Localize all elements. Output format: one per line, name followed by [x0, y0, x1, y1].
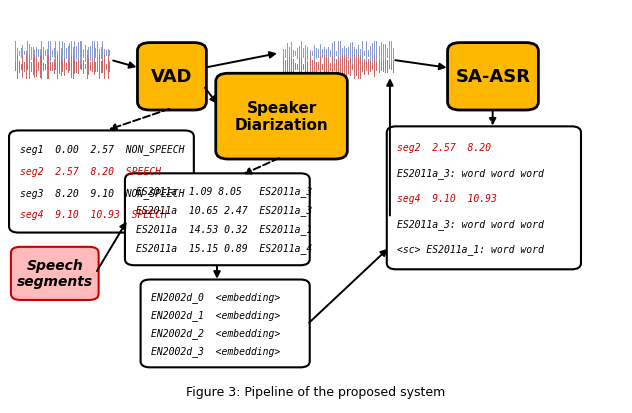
Text: seg4  9.10  10.93: seg4 9.10 10.93 [398, 193, 497, 203]
Text: Figure 3: Pipeline of the proposed system: Figure 3: Pipeline of the proposed syste… [186, 385, 446, 399]
FancyBboxPatch shape [140, 280, 310, 368]
Text: <sc> ES2011a_1: word word: <sc> ES2011a_1: word word [398, 244, 544, 255]
Text: seg1  0.00  2.57  NON_SPEECH: seg1 0.00 2.57 NON_SPEECH [20, 144, 184, 155]
Text: VAD: VAD [151, 68, 193, 86]
Text: ES2011a_3: word word word: ES2011a_3: word word word [398, 218, 544, 229]
Text: Speaker
Diarization: Speaker Diarization [234, 101, 329, 133]
Text: ES2011a  10.65 2.47  ES2011a_3: ES2011a 10.65 2.47 ES2011a_3 [136, 205, 312, 216]
FancyArrowPatch shape [113, 62, 135, 69]
FancyBboxPatch shape [138, 43, 207, 111]
Text: ES2011a_3: word word word: ES2011a_3: word word word [398, 168, 544, 178]
FancyBboxPatch shape [125, 174, 310, 266]
Text: seg2  2.57  8.20: seg2 2.57 8.20 [398, 142, 492, 152]
FancyArrowPatch shape [97, 224, 126, 271]
Text: EN2002d_2  <embedding>: EN2002d_2 <embedding> [151, 327, 281, 338]
Text: seg3  8.20  9.10  NON_SPEECH: seg3 8.20 9.10 NON_SPEECH [20, 188, 184, 198]
Text: ES2011a  15.15 0.89  ES2011a_4: ES2011a 15.15 0.89 ES2011a_4 [136, 243, 312, 254]
FancyBboxPatch shape [387, 127, 581, 270]
Text: EN2002d_3  <embedding>: EN2002d_3 <embedding> [151, 345, 281, 356]
FancyBboxPatch shape [447, 43, 538, 111]
Text: seg4  9.10  10.93  SPEECH: seg4 9.10 10.93 SPEECH [20, 209, 167, 219]
Text: seg2  2.57  8.20  SPEECH: seg2 2.57 8.20 SPEECH [20, 166, 161, 176]
FancyArrowPatch shape [111, 109, 169, 131]
FancyBboxPatch shape [9, 131, 194, 233]
Text: EN2002d_1  <embedding>: EN2002d_1 <embedding> [151, 309, 281, 320]
FancyBboxPatch shape [216, 74, 348, 160]
Text: ES2011a  14.53 0.32  ES2011a_1: ES2011a 14.53 0.32 ES2011a_1 [136, 224, 312, 235]
FancyArrowPatch shape [206, 53, 275, 68]
Text: ES2011a  1.09 8.05   ES2011a_3: ES2011a 1.09 8.05 ES2011a_3 [136, 186, 312, 197]
FancyArrowPatch shape [309, 251, 386, 323]
FancyArrowPatch shape [205, 88, 216, 103]
FancyArrowPatch shape [490, 112, 495, 124]
FancyBboxPatch shape [11, 247, 99, 300]
FancyArrowPatch shape [214, 266, 220, 277]
FancyArrowPatch shape [395, 61, 444, 70]
Text: Speech
segments: Speech segments [16, 259, 93, 289]
FancyArrowPatch shape [245, 159, 279, 174]
FancyArrowPatch shape [387, 81, 392, 216]
Text: SA-ASR: SA-ASR [456, 68, 530, 86]
Text: EN2002d_0  <embedding>: EN2002d_0 <embedding> [151, 291, 281, 302]
